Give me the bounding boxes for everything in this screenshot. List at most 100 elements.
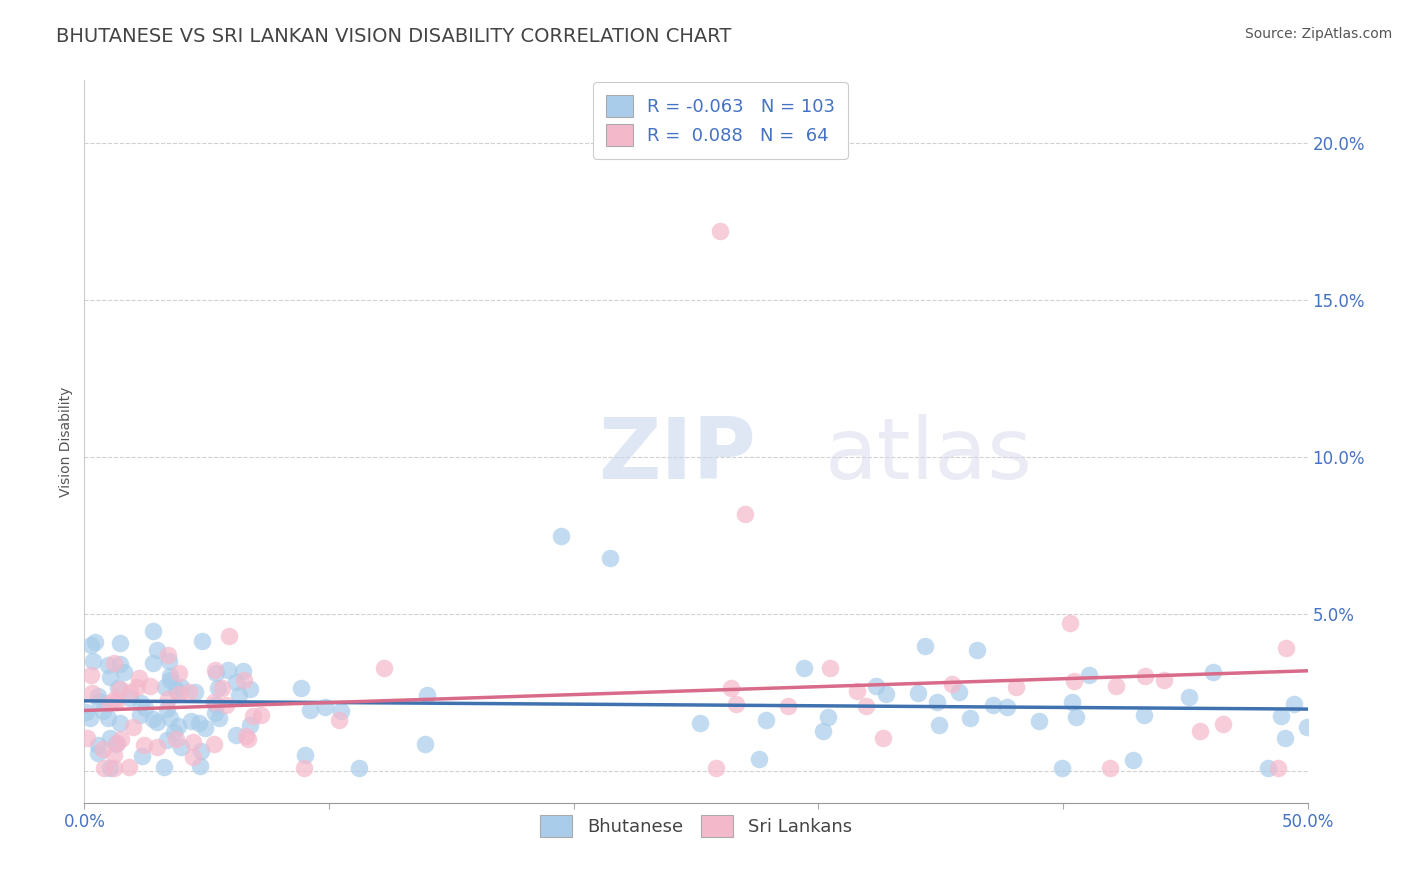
Point [981,698,1004,713]
Point [165,681,187,696]
Point [204,663,226,677]
Point [689,715,711,730]
Point [205,698,228,713]
Point [1202,665,1225,680]
Point [98,670,121,684]
Point [907,686,929,700]
Point [157,654,180,668]
Point [181,749,204,764]
Point [948,685,970,699]
Point [225,675,247,690]
Point [211,681,233,695]
Point [159,669,181,683]
Point [146,714,169,729]
Point [129,708,152,723]
Point [298,703,321,717]
Point [104,695,127,709]
Point [225,728,247,742]
Point [110,732,132,747]
Point [855,699,877,714]
Point [169,680,191,694]
Point [875,687,897,701]
Point [724,697,747,711]
Point [748,752,770,766]
Point [793,661,815,675]
Point [373,661,395,675]
Point [1098,761,1121,775]
Point [734,507,756,521]
Point [120,685,142,699]
Point [112,665,135,679]
Point [1105,679,1128,693]
Point [704,761,727,775]
Point [1132,707,1154,722]
Y-axis label: Vision Disability: Vision Disability [59,386,73,497]
Point [108,636,131,650]
Point [159,673,181,688]
Point [131,749,153,764]
Point [1270,709,1292,723]
Point [1059,616,1081,631]
Point [205,666,228,681]
Point [1295,720,1317,734]
Point [1064,710,1087,724]
Point [1050,761,1073,775]
Point [1005,680,1028,694]
Point [208,711,231,725]
Point [167,686,190,700]
Point [93,761,115,775]
Point [1178,690,1201,704]
Legend: Bhutanese, Sri Lankans: Bhutanese, Sri Lankans [533,808,859,845]
Point [872,731,894,746]
Point [121,720,143,734]
Point [1153,673,1175,688]
Point [180,714,202,729]
Point [93,704,115,718]
Point [170,739,193,754]
Point [97,658,120,673]
Point [91,742,114,756]
Point [153,680,176,694]
Point [416,688,439,702]
Point [1060,695,1083,709]
Point [84,635,107,649]
Point [817,710,839,724]
Point [1274,731,1296,745]
Point [1257,761,1279,775]
Point [142,624,165,638]
Point [87,747,110,761]
Point [157,691,180,706]
Point [166,719,188,733]
Point [105,736,128,750]
Point [314,699,336,714]
Point [995,700,1018,714]
Point [159,711,181,725]
Point [194,721,217,735]
Point [156,702,179,716]
Point [80,668,103,682]
Point [156,733,179,747]
Text: ZIP: ZIP [598,415,756,498]
Point [413,737,436,751]
Point [925,695,948,709]
Point [550,529,572,543]
Point [167,687,190,701]
Point [1063,674,1085,689]
Point [720,681,742,696]
Point [79,711,101,725]
Point [941,677,963,691]
Point [183,735,205,749]
Point [1267,761,1289,775]
Point [239,718,262,732]
Point [813,724,835,739]
Point [142,656,165,670]
Point [118,760,141,774]
Point [134,700,156,714]
Point [1275,640,1298,655]
Point [98,761,121,775]
Point [87,689,110,703]
Point [207,681,229,695]
Point [104,737,127,751]
Point [142,712,165,726]
Point [163,725,186,739]
